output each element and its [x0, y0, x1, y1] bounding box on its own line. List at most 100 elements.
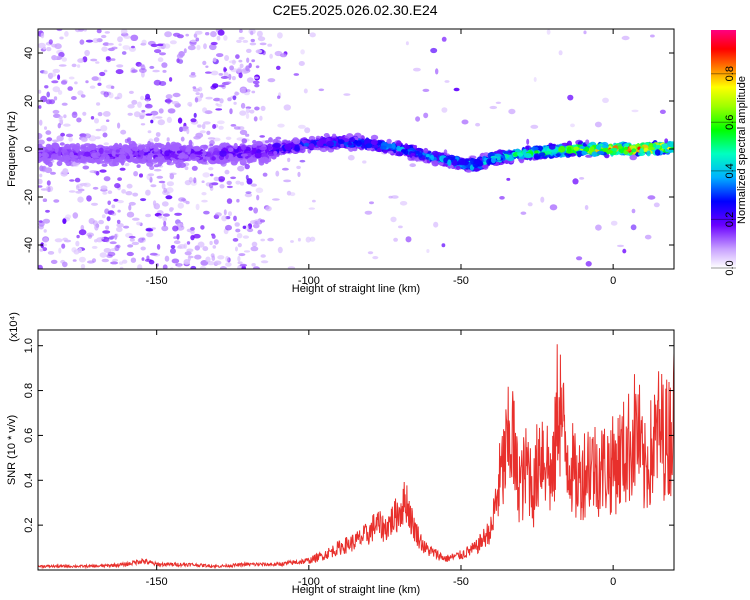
heatmap-speck — [121, 51, 127, 55]
heatmap-speck — [312, 199, 316, 203]
heatmap-speck — [226, 185, 233, 189]
heatmap-speck — [133, 171, 139, 177]
heatmap-speck — [232, 95, 237, 101]
heatmap-speck — [239, 263, 248, 267]
heatmap-speck — [255, 65, 260, 69]
heatmap-speck — [106, 119, 110, 122]
heatmap-speck — [203, 121, 211, 125]
heatmap-ridge-cell — [596, 150, 605, 155]
heatmap-speck — [205, 71, 212, 74]
snr-x-tick-label: -150 — [146, 576, 168, 588]
heatmap-speck — [245, 133, 250, 137]
heatmap-speck — [251, 241, 258, 247]
heatmap-speck — [250, 246, 259, 252]
heatmap-speck — [215, 108, 223, 111]
heatmap-speck — [141, 39, 147, 45]
heatmap-speck — [201, 180, 205, 183]
heatmap-speck — [42, 218, 51, 224]
heatmap-speck — [57, 74, 61, 80]
heatmap-speck — [212, 245, 217, 249]
heatmap-speck — [210, 253, 215, 258]
heatmap-speck — [242, 225, 247, 229]
heatmap-ridge-cell — [158, 143, 165, 149]
heatmap-speck — [213, 239, 219, 245]
heatmap-speck — [42, 247, 48, 252]
heatmap-speck — [267, 43, 273, 47]
heatmap-speck — [118, 261, 124, 265]
heatmap-ridge-cell — [115, 149, 120, 153]
heatmap-speck — [126, 251, 134, 257]
figure-title: C2E5.2025.026.02.30.E24 — [272, 2, 437, 18]
heatmap-speck — [117, 200, 124, 204]
heatmap-speck — [174, 212, 183, 216]
heatmap-ridge-cell — [629, 154, 637, 161]
heatmap-speck — [124, 138, 129, 144]
heatmap-speck — [49, 99, 55, 105]
snr-x-tick-label: -100 — [298, 576, 320, 588]
heatmap-speck — [99, 71, 106, 77]
heatmap-ridge-cell — [447, 159, 452, 166]
heatmap-speck — [267, 78, 276, 83]
heatmap-speck — [131, 69, 138, 73]
heatmap-speck — [146, 255, 150, 261]
heatmap-speck — [610, 220, 618, 226]
heatmap-ridge-cell — [240, 153, 248, 157]
heatmap-speck — [362, 160, 367, 164]
heatmap-speck — [210, 30, 217, 38]
heatmap-speck — [89, 85, 96, 89]
heatmap-speck — [217, 120, 225, 125]
heatmap-speck — [137, 237, 144, 243]
heatmap-speck — [71, 111, 78, 119]
heatmap-speck — [75, 240, 80, 247]
heatmap-speck — [252, 266, 260, 269]
snr-panel: -150 -100 -50 0 0.2 0.4 0.6 0.8 1.0 Height of s… — [6, 312, 675, 596]
heatmap-speck — [65, 214, 72, 220]
heatmap-speck — [223, 66, 227, 73]
heatmap-speck — [61, 57, 67, 62]
heatmap-ridge-cell — [478, 161, 484, 167]
heatmap-speck — [87, 234, 93, 239]
heatmap-speck — [653, 202, 660, 208]
heatmap-speck — [172, 225, 179, 232]
heatmap-speck — [250, 30, 254, 36]
heatmap-ridge-cell — [423, 147, 429, 154]
heatmap-speck — [59, 36, 64, 40]
heatmap-speck — [205, 96, 213, 100]
heatmap-speck — [152, 69, 160, 73]
heatmap-speck — [300, 49, 305, 55]
heatmap-speck — [223, 35, 228, 41]
heatmap-speck — [79, 182, 88, 186]
heatmap-speck — [159, 52, 166, 56]
heatmap-speck — [137, 264, 143, 269]
heatmap-speck — [145, 189, 151, 196]
heatmap-speck — [372, 256, 379, 260]
heatmap-speck — [61, 243, 66, 249]
heatmap-speck — [166, 181, 174, 187]
heatmap-ridge-cell — [164, 150, 170, 157]
heatmap-ridge-cell — [103, 152, 108, 158]
heatmap-ridge-cell — [172, 147, 177, 152]
heatmap-speck — [236, 68, 245, 72]
heatmap-speck — [255, 187, 264, 194]
heatmap-speck — [152, 115, 156, 121]
heatmap-ridge-cell — [337, 139, 345, 144]
heatmap-ridge-cell — [596, 144, 602, 150]
heatmap-ridge-cell — [172, 154, 178, 159]
heatmap-speck — [195, 37, 200, 42]
heatmap-speck — [166, 137, 170, 142]
heatmap-speck — [205, 65, 209, 68]
heatmap-speck — [108, 92, 114, 99]
heatmap-speck — [144, 103, 153, 109]
heatmap-speck — [104, 238, 110, 243]
colorbar-ticks: 0.0 0.2 0.4 0.6 0.8 — [711, 66, 736, 276]
heatmap-ridge-cell — [411, 156, 416, 161]
heatmap-speck — [145, 113, 153, 116]
heatmap-ridge-cell — [396, 140, 402, 147]
heatmap-speck — [215, 103, 219, 106]
snr-series-line — [37, 344, 675, 570]
heatmap-speck — [200, 225, 205, 230]
heatmap-ridge-cell — [136, 164, 141, 169]
heatmap-speck — [232, 238, 239, 242]
heatmap-speck — [185, 33, 189, 37]
heatmap-speck — [131, 241, 140, 246]
